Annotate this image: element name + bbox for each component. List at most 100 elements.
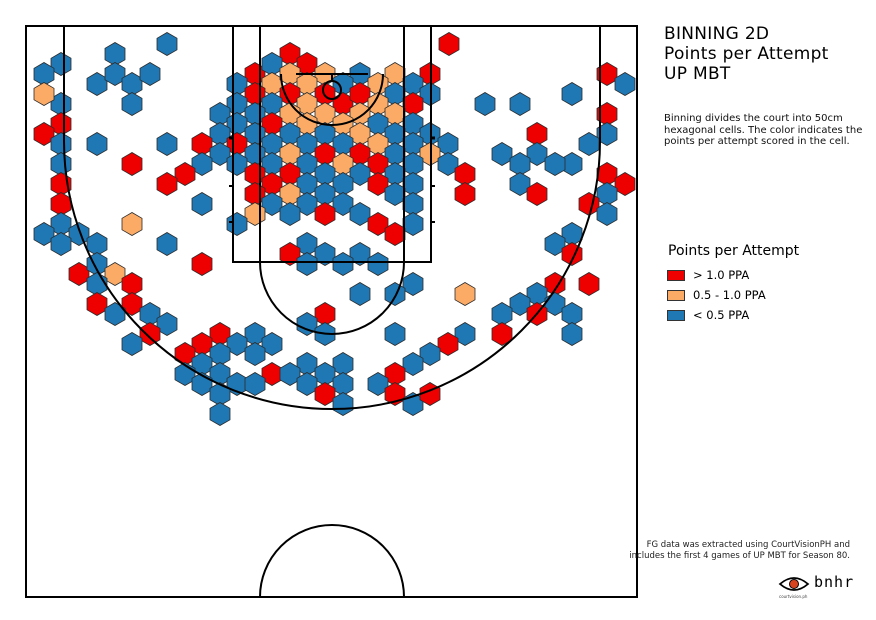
logo-subtext: courtvision.ph <box>779 594 808 599</box>
hex-cell-low <box>139 62 161 86</box>
hex-cell-low <box>191 192 213 216</box>
hex-cell-low <box>296 192 318 216</box>
logo-text: bnhr <box>814 573 855 591</box>
hex-cell-low <box>349 282 371 306</box>
hex-cell-low <box>454 322 476 346</box>
hex-cell-high <box>578 272 600 296</box>
hex-cell-low <box>261 332 283 356</box>
hex-cell-low <box>367 252 389 276</box>
hex-cell-high <box>367 172 389 196</box>
hex-cell-low <box>121 92 143 116</box>
hex-cell-low <box>332 252 354 276</box>
hex-cell-low <box>226 332 248 356</box>
hex-cell-low <box>402 212 424 236</box>
hex-cell-high <box>314 382 336 406</box>
legend-swatch-high <box>667 270 685 281</box>
hex-cell-high <box>438 32 460 56</box>
hex-cell-low <box>86 72 108 96</box>
hex-cell-high <box>367 212 389 236</box>
hex-cell-high <box>191 252 213 276</box>
hex-cell-high <box>578 192 600 216</box>
hex-cell-low <box>104 302 126 326</box>
hex-cell-high <box>156 172 178 196</box>
hex-cell-low <box>296 372 318 396</box>
chart-subtitle: Points per Attempt <box>664 44 829 64</box>
hex-cell-low <box>544 232 566 256</box>
hex-cell-high <box>526 182 548 206</box>
hex-cell-low <box>349 202 371 226</box>
hex-cell-low <box>314 242 336 266</box>
rim <box>322 80 342 100</box>
brand-logo: bnhr courtvision.ph <box>776 573 856 603</box>
hex-cell-low <box>509 92 531 116</box>
hex-cell-low <box>596 202 618 226</box>
hex-cell-low <box>526 142 548 166</box>
hex-cell-low <box>226 212 248 236</box>
legend-item-high: > 1.0 PPA <box>667 268 749 282</box>
paint-outer <box>232 25 432 263</box>
hex-cell-low <box>614 72 636 96</box>
hex-cell-mid <box>121 212 143 236</box>
hex-cell-low <box>244 372 266 396</box>
hexbin-layer <box>33 32 636 426</box>
court-lines <box>25 25 638 598</box>
free-throw-arc <box>259 261 405 335</box>
hex-cell-low <box>474 92 496 116</box>
hex-cell-low <box>33 222 55 246</box>
hex-cell-low <box>384 322 406 346</box>
hex-cell-low <box>349 162 371 186</box>
hex-cell-high <box>174 162 196 186</box>
legend-label-low: < 0.5 PPA <box>693 308 750 322</box>
hex-cell-mid <box>33 82 55 106</box>
hex-cell-low <box>68 222 90 246</box>
legend-label-mid: 0.5 - 1.0 PPA <box>693 288 766 302</box>
hex-cell-low <box>491 142 513 166</box>
hex-cell-high <box>33 122 55 146</box>
chart-title: BINNING 2D <box>664 24 770 44</box>
hex-cell-low <box>296 312 318 336</box>
hex-cell-high <box>68 262 90 286</box>
hex-cell-high <box>121 152 143 176</box>
hex-cell-low <box>156 132 178 156</box>
legend-item-low: < 0.5 PPA <box>667 308 749 322</box>
description: Binning divides the court into 50cm hexa… <box>664 113 863 147</box>
hex-cell-low <box>156 232 178 256</box>
hex-cell-low <box>104 62 126 86</box>
hex-cell-high <box>491 322 513 346</box>
center-circle <box>259 524 405 598</box>
legend-swatch-mid <box>667 290 685 301</box>
source-note: FG data was extracted using CourtVisionP… <box>629 540 850 561</box>
hex-cell-low <box>349 242 371 266</box>
hex-cell-low <box>86 132 108 156</box>
hex-cell-low <box>156 32 178 56</box>
hex-cell-low <box>561 82 583 106</box>
legend-title: Points per Attempt <box>668 243 800 259</box>
legend-label-high: > 1.0 PPA <box>693 268 750 282</box>
hex-cell-low <box>419 342 441 366</box>
hex-cell-high <box>121 292 143 316</box>
hex-cell-low <box>279 362 301 386</box>
hex-cell-low <box>209 402 231 426</box>
three-point-line <box>63 26 601 410</box>
hex-cell-high <box>454 182 476 206</box>
hex-cell-high <box>614 172 636 196</box>
restricted-area-arc <box>280 73 384 126</box>
hex-cell-low <box>50 52 72 76</box>
hex-cell-low <box>544 152 566 176</box>
hex-cell-low <box>332 392 354 416</box>
hex-cell-low <box>261 192 283 216</box>
hex-cell-low <box>296 252 318 276</box>
hex-cell-low <box>437 152 459 176</box>
hex-cell-low <box>279 202 301 226</box>
hex-cell-high <box>314 202 336 226</box>
hex-cell-high <box>86 292 108 316</box>
hex-cell-low <box>578 132 600 156</box>
legend-swatch-low <box>667 310 685 321</box>
hex-cell-low <box>156 312 178 336</box>
hex-cell-low <box>244 342 266 366</box>
hex-cell-low <box>596 122 618 146</box>
hex-cell-mid <box>454 282 476 306</box>
hex-cell-low <box>402 272 424 296</box>
hex-cell-high <box>437 332 459 356</box>
